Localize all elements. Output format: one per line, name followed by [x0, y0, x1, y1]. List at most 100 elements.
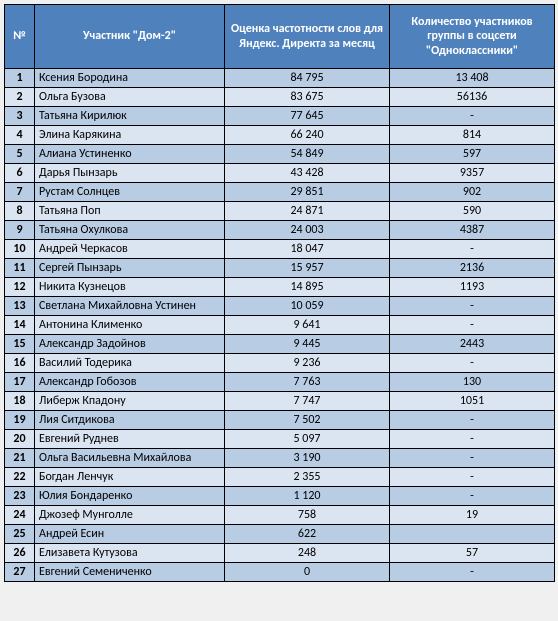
table-row: 14Антонина Клименко9 641-	[5, 316, 555, 335]
cell-group: -	[390, 107, 555, 126]
cell-name: Александр Гобозов	[35, 373, 225, 392]
cell-group: 56136	[390, 88, 555, 107]
table-row: 22Богдан Ленчук2 355-	[5, 468, 555, 487]
cell-freq: 83 675	[225, 88, 390, 107]
table-row: 26Елизавета Кутузова24857	[5, 544, 555, 563]
cell-freq: 5 097	[225, 430, 390, 449]
col-header-group: Количество участников группы в соцсети "…	[390, 5, 555, 69]
cell-group: 590	[390, 202, 555, 221]
cell-name: Элина Карякина	[35, 126, 225, 145]
cell-group: -	[390, 468, 555, 487]
cell-group: -	[390, 316, 555, 335]
cell-name: Татьяна Охулкова	[35, 221, 225, 240]
cell-num: 16	[5, 354, 35, 373]
cell-name: Елизавета Кутузова	[35, 544, 225, 563]
cell-name: Сергей Пынзарь	[35, 259, 225, 278]
table-row: 5Алиана Устиненко54 849597	[5, 145, 555, 164]
cell-group: 1193	[390, 278, 555, 297]
cell-freq: 77 645	[225, 107, 390, 126]
cell-num: 8	[5, 202, 35, 221]
cell-group: 2443	[390, 335, 555, 354]
cell-group: 57	[390, 544, 555, 563]
table-row: 12Никита Кузнецов14 8951193	[5, 278, 555, 297]
cell-name: Ольга Васильевна Михайлова	[35, 449, 225, 468]
cell-freq: 14 895	[225, 278, 390, 297]
cell-num: 10	[5, 240, 35, 259]
cell-name: Ольга Бузова	[35, 88, 225, 107]
table-row: 3Татьяна Кирилюк77 645-	[5, 107, 555, 126]
cell-name: Антонина Клименко	[35, 316, 225, 335]
cell-freq: 43 428	[225, 164, 390, 183]
cell-freq: 24 003	[225, 221, 390, 240]
cell-freq: 54 849	[225, 145, 390, 164]
cell-num: 20	[5, 430, 35, 449]
cell-group: 597	[390, 145, 555, 164]
cell-group: 130	[390, 373, 555, 392]
cell-freq: 9 445	[225, 335, 390, 354]
cell-name: Александр Задойнов	[35, 335, 225, 354]
cell-name: Никита Кузнецов	[35, 278, 225, 297]
cell-name: Евгений Семениченко	[35, 563, 225, 582]
cell-num: 6	[5, 164, 35, 183]
cell-num: 1	[5, 69, 35, 88]
cell-num: 21	[5, 449, 35, 468]
cell-group: -	[390, 449, 555, 468]
cell-freq: 7 747	[225, 392, 390, 411]
cell-group: -	[390, 487, 555, 506]
cell-freq: 622	[225, 525, 390, 544]
cell-freq: 29 851	[225, 183, 390, 202]
participants-table: № Участник "Дом-2" Оценка частотности сл…	[4, 4, 555, 582]
cell-group: -	[390, 354, 555, 373]
cell-group: -	[390, 411, 555, 430]
table-row: 13Светлана Михайловна Устинен10 059-	[5, 297, 555, 316]
cell-num: 27	[5, 563, 35, 582]
cell-group: 13 408	[390, 69, 555, 88]
cell-num: 26	[5, 544, 35, 563]
table-row: 7Рустам Солнцев29 851902	[5, 183, 555, 202]
cell-freq: 9 236	[225, 354, 390, 373]
cell-name: Алиана Устиненко	[35, 145, 225, 164]
cell-num: 2	[5, 88, 35, 107]
col-header-num: №	[5, 5, 35, 69]
cell-num: 7	[5, 183, 35, 202]
cell-group: 19	[390, 506, 555, 525]
table-row: 21Ольга Васильевна Михайлова3 190-	[5, 449, 555, 468]
cell-name: Татьяна Кирилюк	[35, 107, 225, 126]
cell-num: 22	[5, 468, 35, 487]
cell-group: 902	[390, 183, 555, 202]
col-header-freq: Оценка частотности слов для Яндекс. Дире…	[225, 5, 390, 69]
cell-freq: 3 190	[225, 449, 390, 468]
table-row: 24Джозеф Мунголле75819	[5, 506, 555, 525]
col-header-name: Участник "Дом-2"	[35, 5, 225, 69]
table-row: 4Элина Карякина66 240814	[5, 126, 555, 145]
cell-freq: 1 120	[225, 487, 390, 506]
cell-name: Богдан Ленчук	[35, 468, 225, 487]
cell-num: 17	[5, 373, 35, 392]
cell-group: 9357	[390, 164, 555, 183]
cell-freq: 2 355	[225, 468, 390, 487]
cell-num: 14	[5, 316, 35, 335]
table-row: 18Либерж Кпадону7 7471051	[5, 392, 555, 411]
table-row: 25Андрей Есин622	[5, 525, 555, 544]
cell-num: 18	[5, 392, 35, 411]
cell-num: 13	[5, 297, 35, 316]
cell-num: 11	[5, 259, 35, 278]
cell-num: 4	[5, 126, 35, 145]
cell-freq: 84 795	[225, 69, 390, 88]
table-row: 16Василий Тодерика9 236-	[5, 354, 555, 373]
cell-num: 23	[5, 487, 35, 506]
table-row: 6Дарья Пынзарь43 4289357	[5, 164, 555, 183]
table-row: 10Андрей Черкасов18 047-	[5, 240, 555, 259]
cell-group: 1051	[390, 392, 555, 411]
table-row: 11Сергей Пынзарь15 9572136	[5, 259, 555, 278]
table-row: 20Евгений Руднев5 097-	[5, 430, 555, 449]
cell-name: Либерж Кпадону	[35, 392, 225, 411]
cell-name: Дарья Пынзарь	[35, 164, 225, 183]
cell-num: 24	[5, 506, 35, 525]
cell-freq: 248	[225, 544, 390, 563]
table-row: 17Александр Гобозов7 763130	[5, 373, 555, 392]
cell-freq: 24 871	[225, 202, 390, 221]
cell-freq: 758	[225, 506, 390, 525]
cell-group: 814	[390, 126, 555, 145]
cell-name: Ксения Бородина	[35, 69, 225, 88]
